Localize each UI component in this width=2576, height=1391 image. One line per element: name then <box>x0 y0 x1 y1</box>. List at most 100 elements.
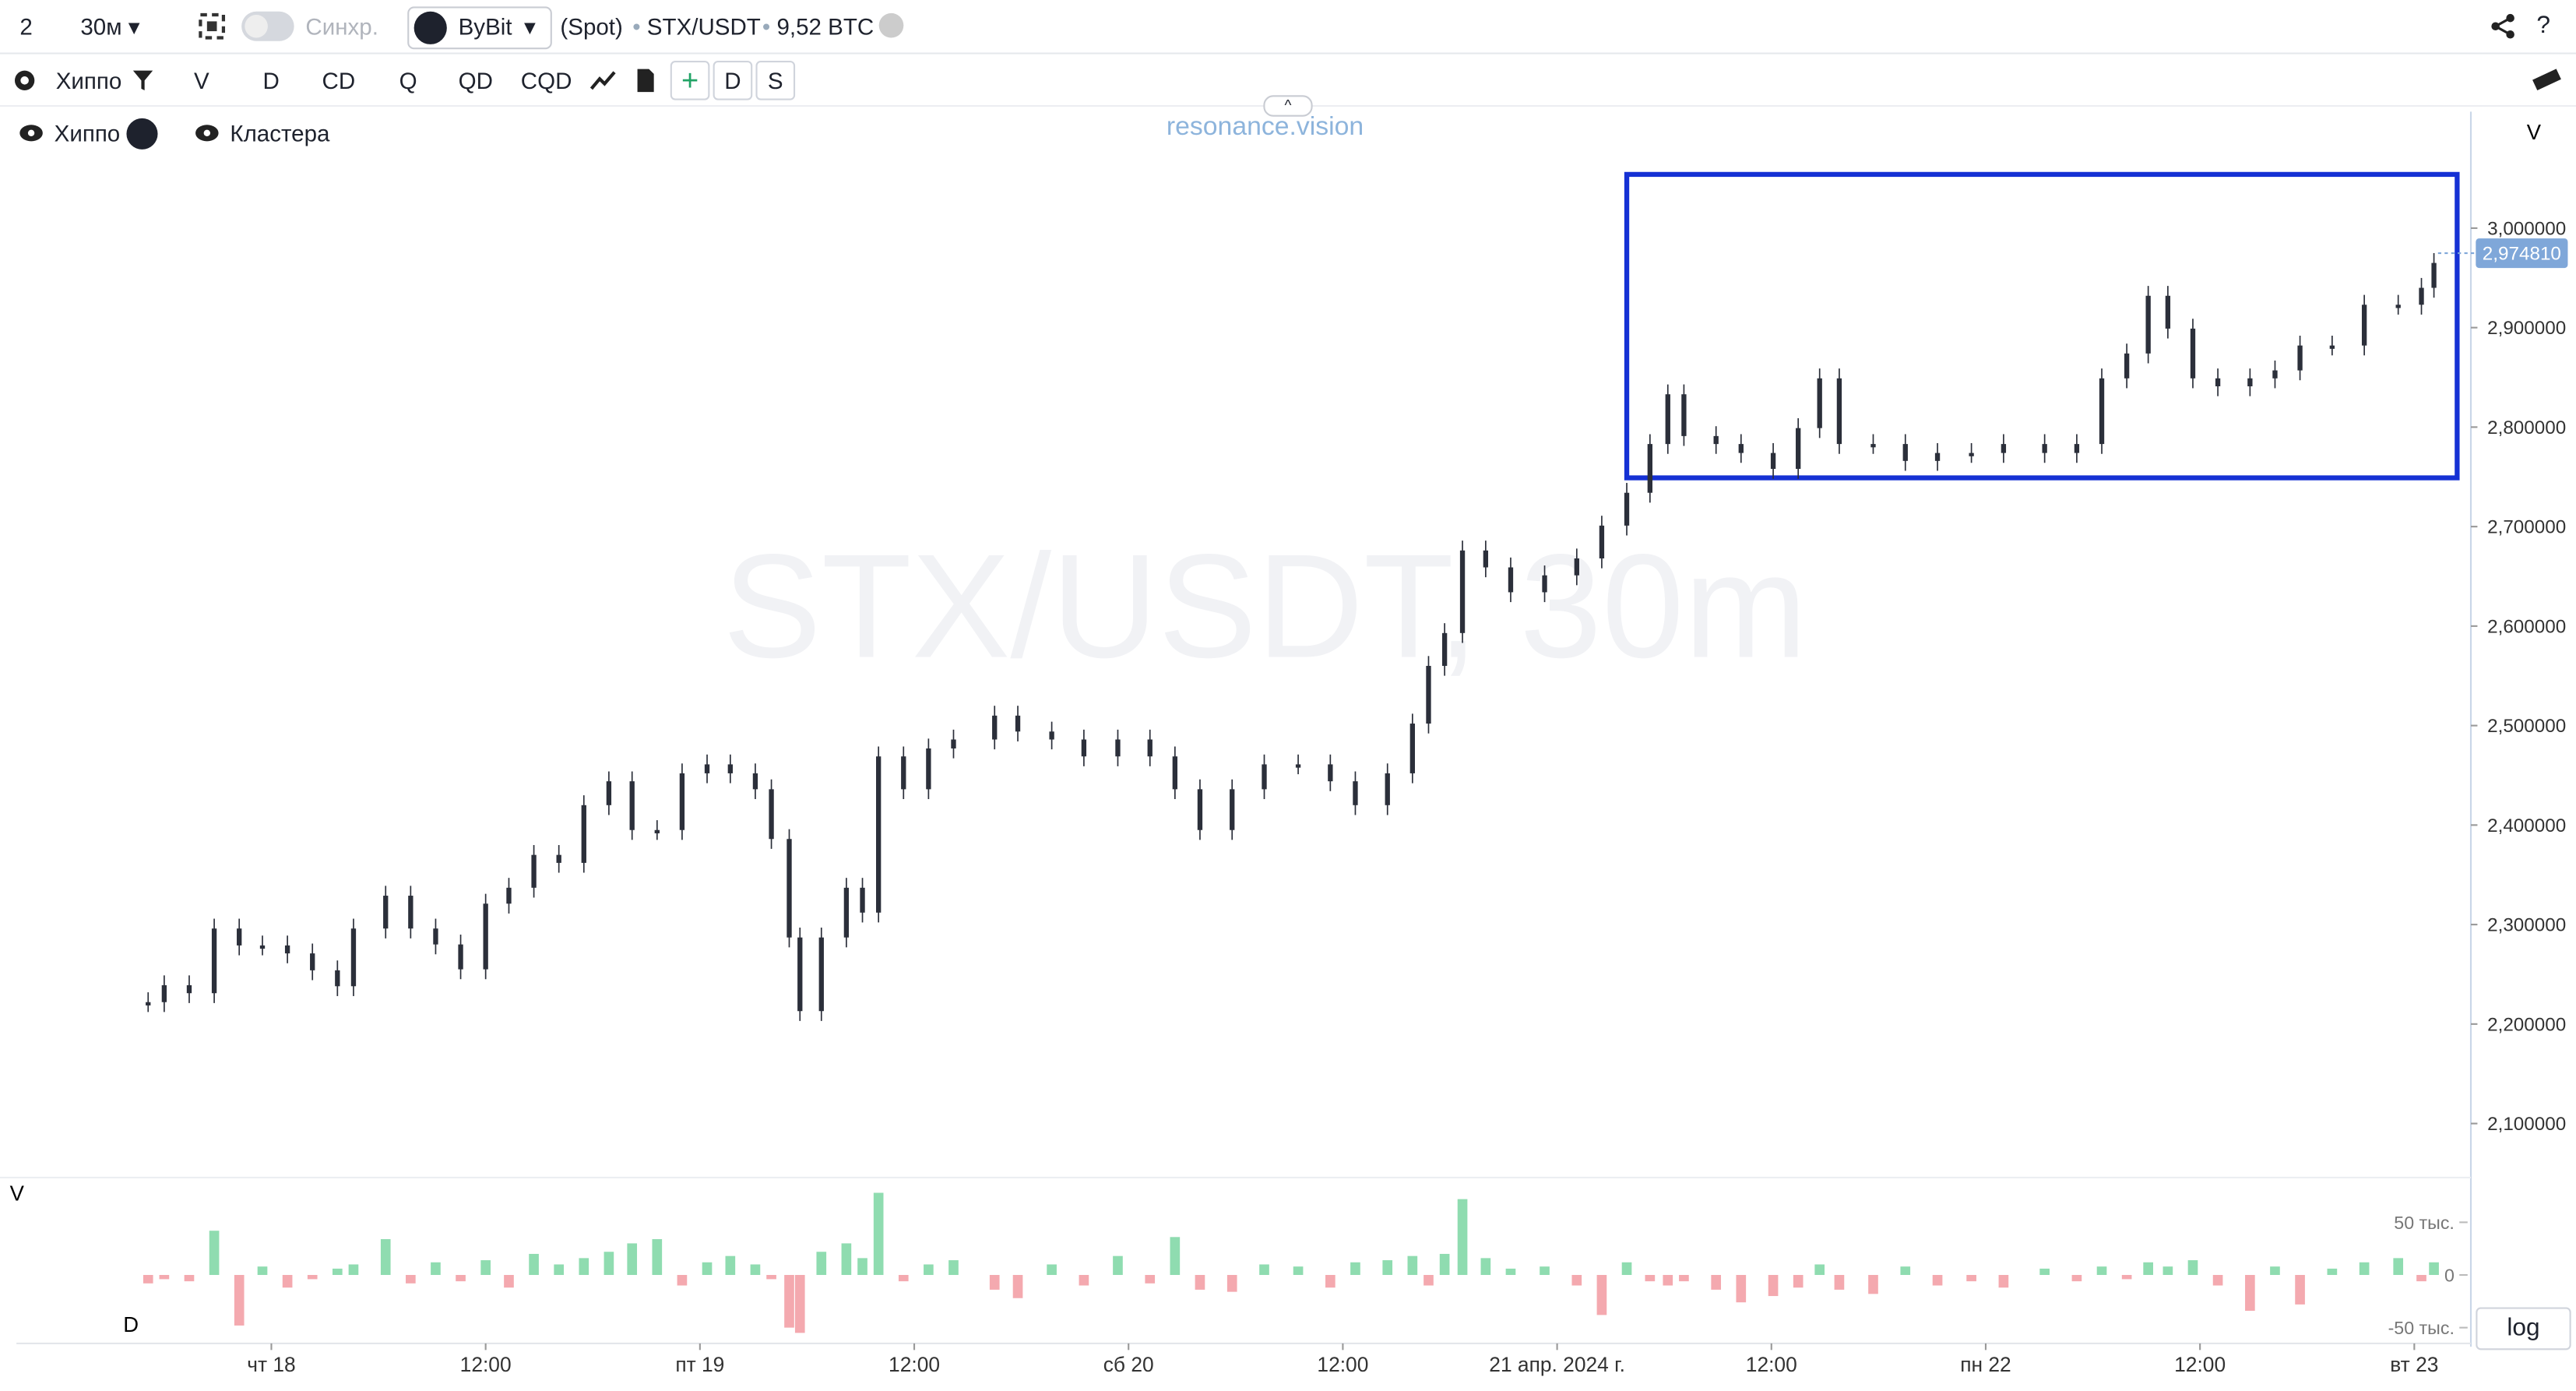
delta-bar <box>2096 1266 2107 1276</box>
indicator-set[interactable]: Хиппо <box>55 67 122 94</box>
delta-bar <box>816 1252 827 1276</box>
x-tick-label: 12:00 <box>1317 1353 1368 1376</box>
ruler-icon[interactable] <box>2532 67 2561 90</box>
y-tick-label: 2,700000 <box>2487 517 2566 538</box>
layout-button[interactable]: 2 <box>19 12 33 40</box>
volume-value: 9,52 BTC <box>776 12 875 40</box>
delta-bar <box>1350 1262 1360 1276</box>
settings-icon[interactable] <box>12 67 38 93</box>
share-icon[interactable] <box>2490 13 2517 40</box>
candle <box>1262 764 1267 790</box>
collapse-button[interactable]: ^ <box>1263 95 1313 117</box>
candle <box>433 928 438 945</box>
interval-select[interactable]: 30м ▾ <box>80 12 140 40</box>
delta-bar <box>1079 1275 1089 1286</box>
delta-bar <box>989 1275 1000 1290</box>
candle <box>1459 550 1466 633</box>
candle <box>2215 378 2221 387</box>
delta-bar <box>1966 1275 1976 1282</box>
delta-bar <box>1259 1264 1269 1276</box>
candle <box>1172 756 1178 790</box>
screenshot-icon[interactable] <box>197 12 227 41</box>
filter-icon[interactable] <box>132 69 155 93</box>
delta-bar <box>1382 1260 1393 1276</box>
delta-bar <box>554 1264 565 1276</box>
delta-bar <box>2187 1260 2198 1276</box>
candle <box>310 953 315 970</box>
delta-bar <box>234 1275 245 1326</box>
candle <box>951 739 956 748</box>
eye-icon[interactable] <box>194 123 220 143</box>
x-tick-label: пт 19 <box>675 1353 724 1376</box>
delta-bar <box>1900 1266 1911 1276</box>
indicator-item[interactable]: Q <box>399 67 417 94</box>
delta-bar <box>1170 1237 1181 1276</box>
delta-bar <box>1621 1262 1632 1276</box>
indicator-item[interactable]: CD <box>322 67 356 94</box>
indicator-item[interactable]: CQD <box>520 67 572 94</box>
help-button[interactable]: ? <box>2536 11 2550 40</box>
delta-pane-label: D <box>123 1312 139 1336</box>
candle <box>284 945 290 954</box>
delta-bar <box>159 1275 170 1280</box>
candle <box>1409 724 1416 773</box>
log-button[interactable]: log <box>2476 1307 2571 1351</box>
candle <box>1969 453 1974 456</box>
candle <box>1796 428 1801 470</box>
x-tick-label: пн 22 <box>1960 1353 2011 1376</box>
y-tick-label: 2,200000 <box>2487 1014 2566 1035</box>
candle <box>876 756 882 913</box>
s-button[interactable]: S <box>755 61 796 100</box>
candle <box>992 715 998 740</box>
last-price-label: 2,974810 <box>2483 244 2561 265</box>
delta-bar <box>2039 1268 2050 1276</box>
separator <box>0 52 2576 55</box>
x-tick-label: 12:00 <box>1746 1353 1797 1376</box>
candle <box>1738 444 1744 453</box>
candle <box>581 805 586 863</box>
candle <box>769 789 774 840</box>
delta-bar <box>209 1231 220 1276</box>
indicator-item[interactable]: D <box>262 67 280 94</box>
x-tick-label: 12:00 <box>2174 1353 2226 1376</box>
delta-bar <box>750 1264 761 1276</box>
candle <box>818 937 824 1012</box>
add-button[interactable]: + <box>670 61 710 100</box>
line-icon[interactable] <box>589 69 616 93</box>
delta-bar <box>2393 1258 2404 1276</box>
highlight-box <box>1624 171 2460 481</box>
delta-bar <box>702 1262 713 1276</box>
candle <box>629 781 635 830</box>
candle <box>2165 295 2171 329</box>
delta-bar <box>257 1266 268 1276</box>
candle <box>1385 773 1390 805</box>
candle <box>1574 558 1579 576</box>
volume: • 9,52 BTC <box>762 12 875 40</box>
delta-bar <box>948 1260 959 1276</box>
candle <box>161 985 167 1002</box>
exchange-select[interactable]: ByBit ▾ <box>407 6 552 50</box>
indicator-item[interactable]: V <box>193 67 209 94</box>
sync-toggle[interactable] <box>241 11 294 41</box>
symbol[interactable]: • STX/USDT <box>632 12 761 40</box>
delta-bar <box>184 1275 195 1282</box>
price-axis-label: V <box>2527 120 2542 144</box>
indicator-item[interactable]: QD <box>458 67 493 94</box>
doc-icon[interactable] <box>635 67 655 93</box>
x-tick-label: чт 18 <box>247 1353 295 1376</box>
delta-bar <box>1457 1199 1468 1276</box>
x-tick-label: 21 апр. 2024 г. <box>1489 1353 1625 1376</box>
delta-bar <box>1113 1255 1123 1276</box>
eye-icon[interactable] <box>18 123 44 143</box>
candle <box>2431 262 2437 288</box>
candle <box>787 839 792 938</box>
candle <box>1681 394 1687 436</box>
delta-bar <box>431 1262 441 1276</box>
delta-bar <box>1679 1275 1689 1282</box>
delta-bar <box>652 1239 663 1276</box>
candle <box>2124 353 2130 379</box>
d-button[interactable]: D <box>713 61 753 100</box>
delta-bar <box>1645 1275 1656 1282</box>
